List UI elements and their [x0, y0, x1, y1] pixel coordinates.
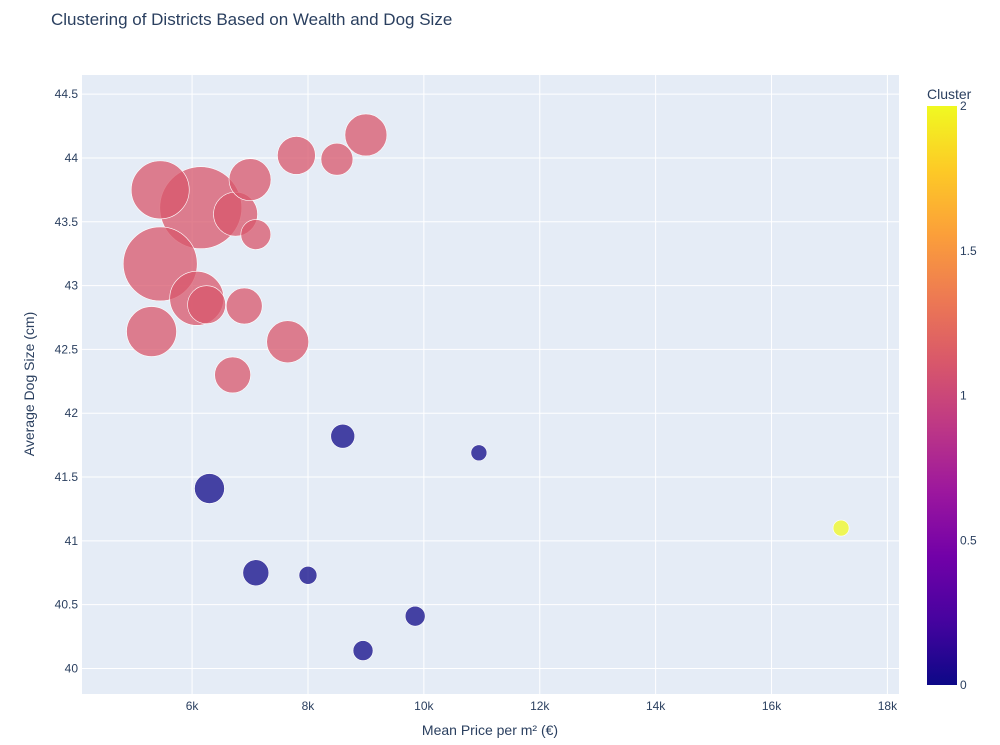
y-tick-label: 40.5: [55, 598, 79, 612]
data-point: [242, 559, 270, 587]
data-point: [344, 113, 388, 157]
data-point: [277, 136, 316, 175]
data-point: [240, 219, 272, 250]
colorbar-ticks: 0 0.5 1 1.5 2: [960, 99, 977, 692]
x-tick-label: 6k: [186, 699, 200, 713]
data-point: [187, 285, 226, 325]
data-point: [298, 566, 318, 585]
y-tick-label: 41: [65, 534, 79, 548]
x-axis-label: Mean Price per m² (€): [422, 722, 558, 738]
colorbar: [927, 106, 957, 685]
x-tick-label: 12k: [530, 699, 550, 713]
data-point: [352, 640, 374, 661]
y-tick-label: 42: [65, 406, 79, 420]
colorbar-tick-label: 1.5: [960, 244, 977, 258]
y-tick-label: 44: [65, 151, 79, 165]
data-points: [122, 113, 850, 661]
y-tick-label: 40: [65, 661, 79, 675]
x-tick-label: 8k: [302, 699, 316, 713]
y-tick-label: 44.5: [55, 87, 79, 101]
data-point: [266, 320, 309, 364]
y-axis-ticks: 40 40.5 41 41.5 42 42.5 43 43.5 44 44.5: [55, 87, 79, 675]
data-point: [832, 519, 850, 537]
y-tick-label: 42.5: [55, 342, 79, 356]
chart-title: Clustering of Districts Based on Wealth …: [51, 10, 452, 29]
x-tick-label: 18k: [878, 699, 898, 713]
data-point: [126, 306, 177, 357]
x-tick-label: 10k: [414, 699, 434, 713]
data-point: [228, 158, 272, 201]
gridlines: [82, 75, 899, 694]
data-point: [194, 473, 225, 504]
colorbar-title: Cluster: [927, 86, 972, 102]
colorbar-tick-label: 0.5: [960, 533, 977, 547]
colorbar-tick-label: 0: [960, 678, 967, 692]
colorbar-tick-label: 1: [960, 389, 967, 403]
data-point: [320, 142, 354, 176]
y-tick-label: 43.5: [55, 215, 79, 229]
data-point: [225, 287, 263, 325]
y-tick-label: 41.5: [55, 470, 79, 484]
data-point: [214, 356, 251, 394]
data-point: [130, 160, 190, 220]
y-axis-label: Average Dog Size (cm): [21, 312, 37, 456]
x-axis-ticks: 6k 8k 10k 12k 14k 16k 18k: [186, 699, 898, 713]
data-point: [330, 423, 356, 449]
colorbar-tick-label: 2: [960, 99, 967, 113]
data-point: [470, 444, 488, 462]
data-point: [404, 605, 426, 627]
x-tick-label: 14k: [646, 699, 666, 713]
x-tick-label: 16k: [762, 699, 782, 713]
y-tick-label: 43: [65, 279, 79, 293]
